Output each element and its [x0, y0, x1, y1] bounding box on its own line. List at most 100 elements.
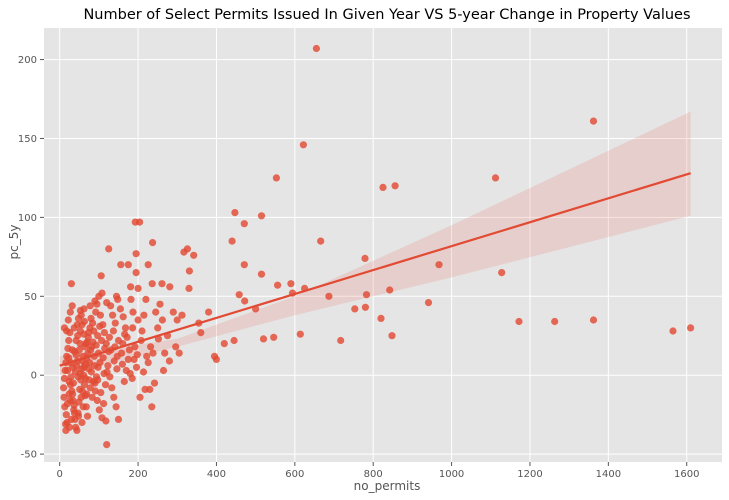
data-point: [148, 403, 156, 411]
data-point: [64, 316, 72, 324]
data-point: [119, 313, 127, 321]
data-point: [154, 324, 162, 332]
data-point: [109, 327, 117, 335]
data-point: [73, 321, 81, 329]
data-point: [113, 365, 121, 373]
data-point: [551, 317, 559, 326]
data-point: [150, 379, 159, 387]
x-tick-label: 400: [207, 469, 226, 480]
data-point: [144, 261, 152, 269]
data-point: [105, 245, 113, 253]
data-point: [241, 297, 249, 305]
data-point: [114, 415, 123, 423]
data-point: [134, 284, 142, 292]
data-point: [152, 308, 160, 316]
data-point: [68, 302, 76, 310]
data-point: [379, 183, 387, 191]
data-point: [65, 423, 74, 431]
regression-line-group: [59, 172, 691, 367]
y-axis-label: pc_5y: [7, 225, 21, 260]
confidence-band: [59, 111, 691, 376]
data-point: [101, 381, 110, 389]
x-tick-label: 1200: [517, 469, 542, 480]
y-tick-label: -50: [21, 450, 37, 461]
data-point: [141, 385, 149, 393]
data-point: [377, 314, 385, 322]
data-point: [98, 289, 106, 297]
data-point: [65, 336, 73, 345]
data-point: [86, 302, 94, 310]
data-point: [94, 376, 102, 384]
data-point: [61, 403, 69, 411]
plot-background: [44, 28, 722, 462]
data-point: [121, 330, 129, 338]
data-point: [85, 329, 93, 337]
data-point: [95, 406, 103, 414]
data-point: [97, 389, 105, 397]
data-point: [65, 377, 73, 386]
data-point: [158, 316, 166, 324]
data-point: [127, 295, 135, 303]
data-point: [100, 370, 108, 378]
scatter-points: [60, 44, 695, 449]
data-point: [89, 319, 97, 327]
y-tick-label: 200: [18, 55, 37, 66]
data-point: [228, 237, 236, 245]
data-point: [116, 305, 124, 313]
data-point: [388, 332, 396, 340]
data-point: [361, 254, 369, 262]
y-axis-ticks: -50 0 50 100 150 200: [18, 55, 44, 461]
data-point: [212, 355, 220, 363]
data-point: [112, 403, 120, 411]
data-point: [235, 291, 243, 299]
confidence-band-area: [59, 111, 691, 376]
data-point: [127, 283, 135, 291]
data-point: [83, 390, 91, 398]
data-point: [361, 303, 369, 311]
data-point: [172, 343, 180, 351]
data-point: [669, 327, 677, 335]
data-point: [296, 330, 304, 338]
data-point: [97, 272, 105, 280]
data-point: [175, 349, 183, 357]
data-point: [337, 336, 345, 345]
data-point: [78, 418, 86, 427]
data-point: [80, 363, 88, 371]
data-point: [80, 305, 88, 313]
data-point: [132, 250, 140, 258]
data-point: [259, 335, 268, 343]
data-point: [148, 280, 156, 288]
data-point: [72, 351, 80, 359]
data-point: [125, 346, 133, 354]
x-tick-label: 1400: [596, 469, 621, 480]
data-point: [114, 336, 123, 345]
data-point: [299, 141, 307, 149]
data-point: [120, 377, 128, 386]
data-point: [60, 324, 68, 332]
data-point: [498, 269, 506, 277]
data-point: [91, 297, 99, 305]
data-point: [391, 182, 399, 190]
data-point: [136, 218, 144, 226]
data-point: [105, 333, 113, 341]
data-point: [180, 248, 188, 256]
data-point: [274, 281, 282, 289]
data-point: [257, 270, 266, 278]
data-point: [109, 311, 117, 319]
data-point: [257, 212, 266, 220]
data-point: [144, 359, 152, 367]
data-point: [136, 393, 144, 401]
data-point: [102, 340, 110, 348]
data-point: [66, 308, 74, 316]
data-point: [77, 393, 85, 401]
data-point: [63, 366, 72, 375]
data-point: [169, 308, 177, 316]
data-point: [158, 280, 166, 288]
data-point: [131, 343, 139, 351]
data-point: [98, 414, 106, 422]
x-axis-label: no_permits: [354, 479, 421, 493]
x-tick-label: 1600: [674, 469, 699, 480]
data-point: [124, 355, 132, 363]
data-point: [100, 329, 108, 337]
